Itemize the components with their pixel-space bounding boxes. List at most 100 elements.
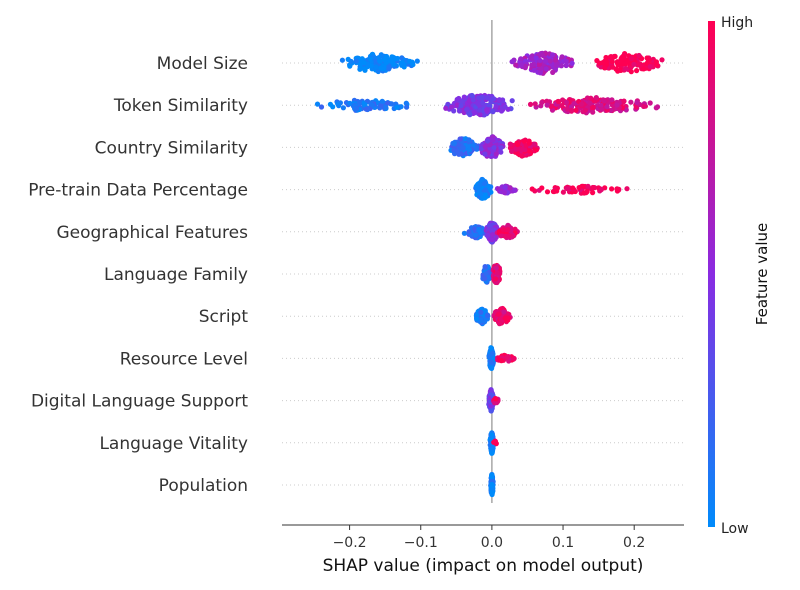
shap-point (598, 187, 604, 193)
shap-point (385, 100, 391, 106)
shap-point (482, 187, 488, 193)
shap-point (531, 141, 537, 147)
shap-point (488, 345, 494, 351)
shap-point (564, 106, 570, 112)
shap-point (539, 99, 545, 106)
shap-point (585, 183, 591, 189)
shap-point (654, 104, 661, 110)
shap-point (537, 57, 543, 64)
shap-point (491, 145, 497, 151)
shap-point (641, 103, 647, 109)
shap-point (568, 107, 575, 114)
shap-point (461, 94, 467, 100)
feature-row-points (473, 176, 630, 201)
shap-point (373, 64, 379, 70)
shap-point (560, 97, 566, 103)
shap-point (502, 104, 508, 110)
shap-point (389, 101, 395, 107)
shap-point (493, 396, 499, 402)
shap-point (357, 66, 363, 72)
shap-point (609, 102, 615, 108)
shap-point (654, 62, 660, 68)
shap-point (573, 107, 579, 113)
shap-point (414, 58, 420, 64)
shap-point (480, 100, 486, 106)
shap-point (641, 66, 647, 72)
shap-point (469, 92, 475, 99)
data-points (314, 50, 665, 498)
shap-point (456, 95, 462, 102)
shap-point (378, 102, 384, 108)
shap-point (610, 64, 616, 70)
shap-point (634, 68, 640, 74)
shap-point (484, 107, 490, 113)
shap-point (474, 145, 480, 151)
feature-label: Model Size (157, 54, 248, 74)
shap-point (482, 264, 488, 270)
shap-point (621, 98, 627, 104)
shap-point (496, 321, 503, 327)
shap-point (482, 151, 488, 157)
shap-point (563, 58, 569, 64)
shap-point (608, 54, 614, 60)
shap-point (576, 185, 582, 191)
shap-point (403, 100, 409, 106)
shap-point (570, 185, 576, 191)
feature-row-points (488, 471, 496, 498)
shap-point (527, 101, 534, 107)
shap-point (467, 147, 473, 153)
colorbar: High Low Feature value (708, 15, 771, 537)
shap-point (531, 67, 537, 73)
shap-point (614, 186, 620, 192)
shap-point (542, 58, 549, 64)
shap-point (547, 58, 553, 64)
shap-point (596, 60, 603, 66)
shap-point (620, 56, 626, 63)
shap-point (387, 57, 393, 63)
shap-point (560, 189, 567, 195)
shap-point (382, 57, 388, 63)
shap-point (623, 66, 629, 72)
shap-point (479, 176, 485, 183)
feature-label: Country Similarity (95, 138, 248, 158)
shap-point (601, 98, 607, 104)
shap-point (467, 112, 473, 118)
shap-point (587, 100, 593, 106)
shap-point (539, 52, 546, 58)
shap-point (559, 103, 565, 109)
shap-point (559, 54, 565, 60)
shap-point (496, 97, 502, 103)
shap-point (367, 56, 373, 62)
shap-point (647, 64, 653, 70)
shap-point (401, 64, 407, 70)
shap-point (457, 136, 463, 142)
feature-row-points (480, 262, 503, 286)
shap-point (563, 62, 570, 68)
shap-point (550, 52, 556, 58)
shap-point (379, 98, 385, 104)
shap-point (482, 275, 488, 282)
shap-point (368, 63, 374, 69)
shap-point (533, 147, 540, 153)
colorbar-high-label: High (721, 15, 753, 31)
shap-point (478, 190, 484, 197)
shap-point (590, 184, 596, 191)
shap-point (485, 232, 491, 238)
feature-label: Script (199, 307, 249, 327)
shap-point (394, 55, 401, 62)
shap-point (466, 229, 472, 235)
shap-point (515, 141, 521, 148)
shap-point (579, 101, 585, 107)
shap-point (353, 106, 360, 112)
shap-point (488, 403, 494, 409)
shap-point (478, 317, 484, 323)
shap-point (598, 102, 604, 108)
feature-labels: Model Size Token Similarity Country Simila… (28, 54, 248, 496)
feature-label: Language Vitality (99, 434, 248, 454)
shap-point (604, 104, 610, 110)
shap-point (483, 194, 489, 200)
shap-point (482, 144, 488, 150)
feature-row-points (461, 220, 520, 245)
feature-label: Population (159, 476, 248, 496)
shap-point (598, 106, 604, 112)
